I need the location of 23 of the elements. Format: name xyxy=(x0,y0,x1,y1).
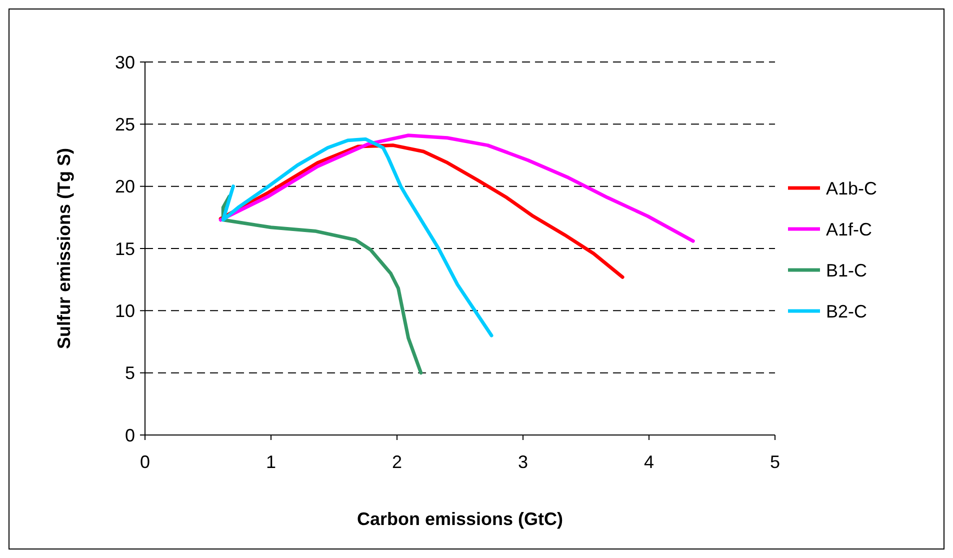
y-tick-label: 5 xyxy=(124,363,135,384)
line-series xyxy=(218,134,695,243)
x-tick-label: 0 xyxy=(140,452,150,472)
legend-label: A1b-C xyxy=(826,178,878,198)
legend-label: B2-C xyxy=(826,301,868,322)
x-tick-label: 5 xyxy=(770,452,780,472)
legend-label: B1-C xyxy=(826,260,868,280)
y-tick-label: 10 xyxy=(114,300,135,321)
legend-label: A1f-C xyxy=(826,219,872,240)
line-series xyxy=(221,194,423,375)
x-tick-label: 3 xyxy=(518,452,528,472)
x-tick-label: 4 xyxy=(644,452,654,472)
x-tick-label: 1 xyxy=(266,452,276,472)
y-tick-label: 20 xyxy=(114,176,135,197)
y-tick-label: 15 xyxy=(114,238,135,259)
line-series xyxy=(221,137,494,338)
x-axis-title: Carbon emissions (GtC) xyxy=(356,509,564,529)
y-axis-title: Sulfur emissions (Tg S) xyxy=(54,148,74,350)
y-tick-label: 0 xyxy=(124,425,135,446)
y-tick-label: 25 xyxy=(114,114,135,134)
y-tick-label: 30 xyxy=(114,52,135,72)
line-series xyxy=(218,144,624,279)
x-tick-label: 2 xyxy=(392,452,402,472)
